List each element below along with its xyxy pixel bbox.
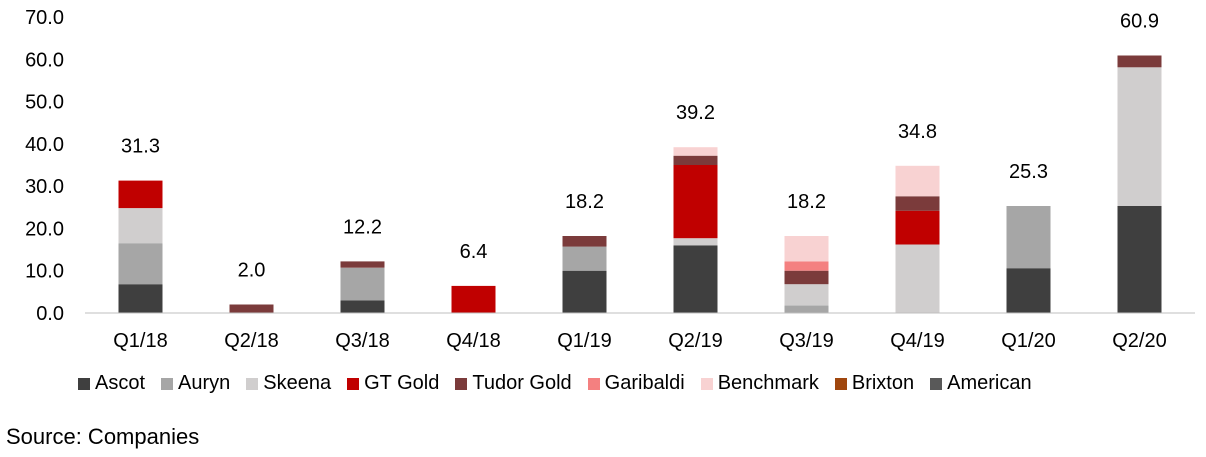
legend-swatch [347,377,360,390]
bar-segment [562,246,607,271]
legend-item: Benchmark [700,372,819,395]
bar-segment [1006,206,1051,269]
total-label: 31.3 [121,136,160,158]
legend-swatch [834,377,847,390]
legend-label: Benchmark [717,372,819,394]
legend-item: Brixton [834,372,915,395]
y-tick-label: 30.0 [25,176,64,198]
legend-swatch [455,377,468,390]
bar-segment [673,238,718,246]
x-tick-label: Q2/18 [224,330,278,352]
legend-swatch [161,377,174,390]
x-tick-label: Q4/19 [890,330,944,352]
legend-item: Tudor Gold [455,372,572,395]
total-label: 2.0 [238,260,266,282]
x-tick-label: Q3/19 [779,330,833,352]
bar-segment [562,270,607,313]
bar-segment [118,208,163,244]
bar-series [118,55,1162,313]
x-tick-label: Q3/18 [335,330,389,352]
bar-segment [784,261,829,271]
bar-segment [1117,67,1162,206]
bar-segment [784,270,829,285]
bar-segment [1117,55,1162,68]
y-tick-label: 60.0 [25,49,64,71]
total-label: 18.2 [565,191,604,213]
bar-segment [784,305,829,313]
bar-segment [118,180,163,209]
y-tick-label: 0.0 [36,303,64,325]
legend-label: GT Gold [364,372,440,394]
legend-swatch [246,377,259,390]
legend: Ascot Auryn Skeena GT Gold Tudor Gold Garibal… [78,372,1048,395]
legend-item: American [930,372,1032,395]
legend-label: Garibaldi [604,372,685,394]
bar-segment [451,285,496,313]
x-tick-label: Q1/20 [1001,330,1055,352]
bar-segment [895,196,940,211]
legend-swatch [587,377,600,390]
total-label: 12.2 [343,216,382,238]
legend-label: Skeena [263,372,332,394]
legend-item: Ascot [78,372,145,395]
bar-segment [229,304,274,313]
total-label: 18.2 [787,191,826,213]
bar-segment [118,284,163,313]
stacked-bar-chart: 0.0 10.0 20.0 30.0 40.0 50.0 60.0 70.0 Q1/18 Q2/… [25,7,1195,352]
y-axis: 0.0 10.0 20.0 30.0 40.0 50.0 60.0 70.0 [25,7,64,325]
legend-item: Skeena [246,372,331,395]
x-tick-label: Q1/19 [557,330,611,352]
legend-item: GT Gold [347,372,439,395]
legend-swatch [930,377,943,390]
total-label: 6.4 [460,241,488,263]
bar-segment [1117,206,1162,313]
bar-segment [895,165,940,197]
x-axis: Q1/18 Q2/18 Q3/18 Q4/18 Q1/19 Q2/19 Q3/19 Q4/19… [113,330,1166,352]
bar-segment [895,244,940,313]
x-tick-label: Q2/20 [1112,330,1166,352]
bar-segment [673,165,718,239]
legend-label: Tudor Gold [472,372,572,394]
bar-segment [118,243,163,285]
legend-label: Auryn [178,372,231,394]
bar-segment [673,147,718,156]
legend-item: Garibaldi [587,372,685,395]
y-tick-label: 20.0 [25,218,64,240]
bar-segment [562,236,607,247]
bar-segment [340,300,385,313]
bar-segment [1006,268,1051,313]
total-label: 25.3 [1009,161,1048,183]
total-labels: 31.3 2.0 12.2 6.4 18.2 39.2 18.2 34.8 25.3 60.9 [121,10,1159,281]
legend-label: American [947,372,1032,394]
legend-item: Auryn [161,372,230,395]
legend-label: Brixton [851,372,915,394]
x-tick-label: Q4/18 [446,330,500,352]
x-tick-label: Q2/19 [668,330,722,352]
bar-segment [673,245,718,313]
bar-segment [784,236,829,262]
legend-swatch [78,377,90,390]
y-tick-label: 40.0 [25,134,64,156]
x-tick-label: Q1/18 [113,330,167,352]
total-label: 34.8 [898,121,937,143]
bar-segment [784,284,829,306]
bar-segment [895,210,940,245]
y-tick-label: 70.0 [25,7,64,29]
bar-segment [673,155,718,165]
legend-label: Ascot [95,372,146,394]
total-label: 39.2 [676,102,715,124]
bar-segment [340,261,385,268]
legend-swatch [700,377,713,390]
bar-segment [340,267,385,301]
y-tick-label: 50.0 [25,92,64,114]
y-tick-label: 10.0 [25,261,64,283]
total-label: 60.9 [1120,10,1159,32]
source-note: Source: Companies [6,424,200,449]
